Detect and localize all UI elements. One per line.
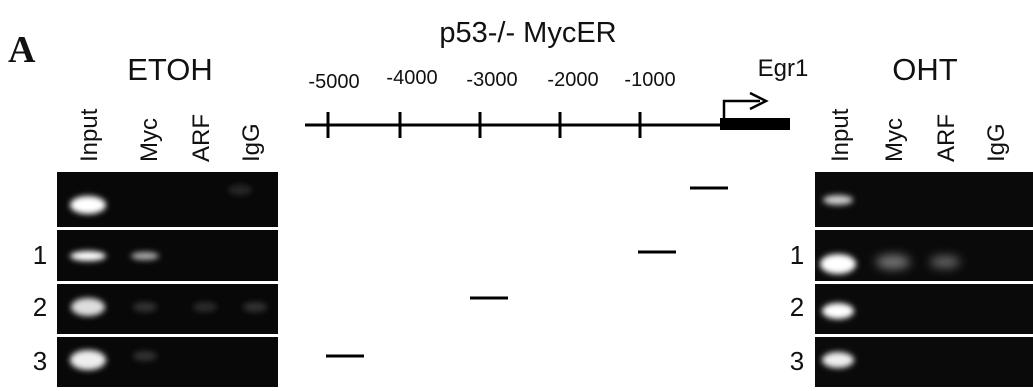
promoter-diagram [305, 93, 790, 356]
position-label: -3000 [466, 69, 517, 91]
lane-label: IgG [983, 123, 1010, 162]
lane-label: ARF [933, 114, 960, 162]
gene-label: Egr1 [758, 55, 809, 82]
right-gel [815, 172, 1033, 387]
row-label: 2 [33, 292, 47, 322]
right-title: OHT [892, 52, 958, 87]
row-label: 3 [790, 346, 804, 376]
lane-label: ARF [188, 114, 215, 162]
lane-label: Myc [881, 118, 908, 162]
figure-title: p53-/- MycER [439, 17, 616, 49]
panel-label: A [8, 29, 36, 71]
lane-label: Myc [136, 118, 163, 162]
lane-label: IgG [238, 123, 265, 162]
position-label: -2000 [547, 69, 598, 91]
lane-label: Input [827, 108, 854, 162]
left-title: ETOH [127, 52, 213, 87]
position-label: -4000 [386, 67, 437, 89]
left-gel [57, 172, 278, 387]
figure: A p53-/- MycER ETOH OHT Input Myc ARF Ig… [0, 0, 1033, 391]
row-label: 3 [33, 346, 47, 376]
position-label: -1000 [624, 69, 675, 91]
lane-label: Input [76, 108, 103, 162]
row-label: 1 [33, 240, 47, 270]
row-label: 1 [790, 240, 804, 270]
position-label: -5000 [308, 71, 359, 93]
row-label: 2 [790, 292, 804, 322]
